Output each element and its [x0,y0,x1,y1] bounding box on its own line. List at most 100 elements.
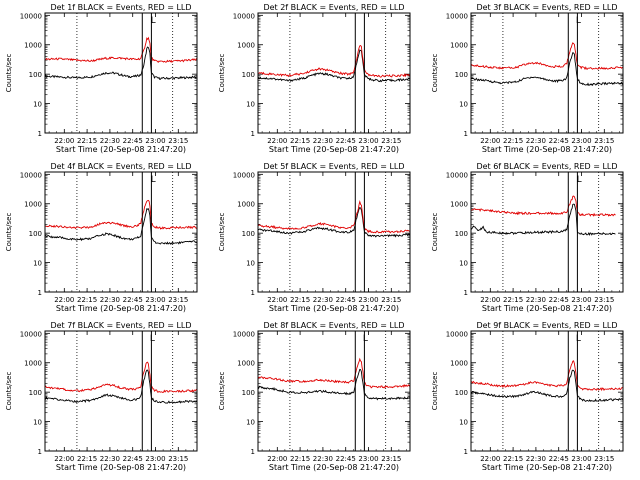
y-tick-label: 10000 [446,12,468,20]
lld-series-line [44,36,198,64]
plot-frame [470,12,624,134]
x-tick-label: 22:00 [267,137,287,145]
x-axis-label: Start Time (20-Sep-08 21:47:20) [482,145,612,154]
flag-marker: L [576,16,581,26]
x-tick-label: 23:15 [594,455,614,463]
x-tick-label: 22:15 [503,137,523,145]
chart-panel-8: Det 8f BLACK = Events, RED = LLD Counts/s… [218,321,411,472]
x-tick-label: 23:00 [358,296,378,304]
y-axis-label: Counts/sec [431,54,439,93]
x-tick-label: 23:00 [145,455,165,463]
x-tick-label: 22:15 [503,296,523,304]
y-tick-label: 10000 [20,330,42,338]
y-tick-label: 10 [459,260,468,268]
y-tick-label: 10 [33,101,42,109]
x-tick-label: 22:00 [480,455,500,463]
plot-frame [44,12,198,134]
events-series-line [257,206,411,238]
events-series-line [257,49,411,83]
x-tick-label: 22:00 [480,137,500,145]
y-tick-label: 10 [459,419,468,427]
flag-marker: L [150,334,155,344]
chart-panel-7: Det 7f BLACK = Events, RED = LLD Counts/s… [5,321,198,472]
plot-frame [44,171,198,293]
flag-marker: L [577,175,582,185]
y-tick-label: 10 [246,419,255,427]
x-tick-label: 22:30 [313,137,333,145]
x-tick-label: 23:00 [571,137,591,145]
x-tick-label: 22:15 [77,137,97,145]
plot-frame [257,12,411,134]
lld-series-line [470,360,624,392]
x-tick-label: 22:30 [100,296,120,304]
x-tick-label: 22:15 [77,455,97,463]
x-tick-label: 22:15 [77,296,97,304]
y-tick-label: 1 [251,289,255,297]
y-axis-label: Counts/sec [218,372,226,411]
flag-marker: L [151,16,156,26]
chart-panel-4: Det 4f BLACK = Events, RED = LLD Counts/s… [5,162,198,313]
lld-series-line [257,357,411,389]
x-tick-label: 22:15 [290,296,310,304]
y-tick-label: 10000 [446,330,468,338]
x-tick-label: 23:15 [168,137,188,145]
y-tick-label: 1 [38,130,42,138]
x-tick-label: 22:00 [54,455,74,463]
chart-panel-2: Det 2f BLACK = Events, RED = LLD Counts/s… [218,3,411,154]
y-tick-label: 10000 [233,12,255,20]
x-tick-label: 23:15 [168,455,188,463]
chart-title: Det 5f BLACK = Events, RED = LLD [263,162,404,171]
chart-title: Det 3f BLACK = Events, RED = LLD [476,3,617,12]
x-tick-label: 22:30 [313,296,333,304]
x-tick-label: 22:30 [526,137,546,145]
x-axis-label: Start Time (20-Sep-08 21:47:20) [482,463,612,472]
y-tick-label: 10 [246,101,255,109]
y-tick-label: 1000 [237,201,255,209]
y-tick-label: 100 [29,230,42,238]
y-tick-label: 1000 [24,42,42,50]
plot-frame [257,171,411,293]
flag-marker: L [576,334,581,344]
chart-title: Det 7f BLACK = Events, RED = LLD [50,321,191,330]
y-tick-label: 10 [33,419,42,427]
chart-panel-1: Det 1f BLACK = Events, RED = LLD Counts/s… [5,3,198,154]
events-series-line [44,46,198,81]
x-tick-label: 22:30 [526,296,546,304]
events-series-line [470,369,624,403]
y-tick-label: 1000 [237,42,255,50]
chart-panel-3: Det 3f BLACK = Events, RED = LLD Counts/s… [431,3,624,154]
y-axis-label: Counts/sec [431,372,439,411]
chart-panel-9: Det 9f BLACK = Events, RED = LLD Counts/s… [431,321,624,472]
x-tick-label: 23:00 [358,137,378,145]
chart-title: Det 4f BLACK = Events, RED = LLD [50,162,191,171]
x-tick-label: 22:00 [267,296,287,304]
lld-series-line [44,361,198,393]
y-tick-label: 1 [464,130,468,138]
x-tick-label: 22:30 [100,137,120,145]
x-tick-label: 22:45 [336,137,356,145]
chart-title: Det 6f BLACK = Events, RED = LLD [476,162,617,171]
x-tick-label: 22:45 [336,296,356,304]
y-tick-label: 10000 [233,330,255,338]
x-tick-label: 22:45 [123,296,143,304]
lld-series-line [470,42,624,71]
lld-series-line [470,195,616,217]
flag-marker: L [363,334,368,344]
x-tick-label: 23:00 [571,296,591,304]
chart-panel-5: Det 5f BLACK = Events, RED = LLD Counts/s… [218,162,411,313]
y-tick-label: 10000 [233,171,255,179]
x-tick-label: 22:00 [54,137,74,145]
x-tick-label: 22:15 [503,455,523,463]
y-tick-label: 10 [246,260,255,268]
x-axis-label: Start Time (20-Sep-08 21:47:20) [269,145,399,154]
x-axis-label: Start Time (20-Sep-08 21:47:20) [56,463,186,472]
x-tick-label: 22:15 [290,455,310,463]
events-series-line [44,208,198,245]
x-tick-label: 22:30 [526,455,546,463]
y-tick-label: 1000 [450,201,468,209]
lld-series-line [257,200,411,234]
x-tick-label: 22:00 [54,296,74,304]
x-tick-label: 22:45 [123,137,143,145]
y-axis-label: Counts/sec [5,54,13,93]
